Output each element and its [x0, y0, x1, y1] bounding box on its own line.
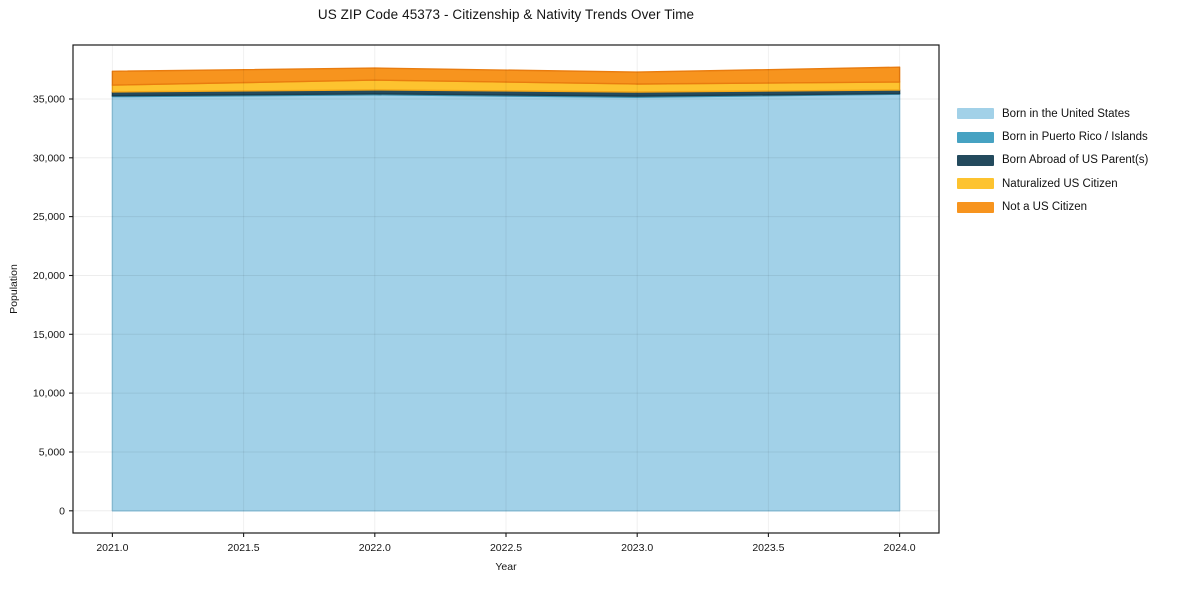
y-tick-label: 5,000	[39, 447, 65, 459]
x-tick-label: 2021.5	[228, 542, 260, 554]
legend-item: Naturalized US Citizen	[957, 172, 1148, 195]
x-tick-label: 2022.0	[359, 542, 391, 554]
x-tick-label: 2024.0	[884, 542, 916, 554]
legend-item: Born Abroad of US Parent(s)	[957, 149, 1148, 172]
x-tick-label: 2023.0	[621, 542, 653, 554]
legend: Born in the United States Born in Puerto …	[957, 102, 1148, 219]
y-tick-label: 0	[59, 505, 65, 517]
x-tick-label: 2023.5	[752, 542, 784, 554]
y-tick-label: 20,000	[33, 270, 65, 282]
legend-label: Not a US Citizen	[1002, 201, 1088, 214]
legend-label: Naturalized US Citizen	[1002, 177, 1118, 190]
y-tick-label: 10,000	[33, 388, 65, 400]
area-series-4	[111, 66, 901, 86]
chart-title: US ZIP Code 45373 - Citizenship & Nativi…	[317, 7, 695, 22]
x-axis-label: Year	[495, 561, 517, 573]
x-tick-label: 2022.5	[490, 542, 522, 554]
y-tick-label: 15,000	[33, 329, 65, 341]
axes: 2021.0 2021.5 2022.0 2022.5 2023.0 2023.5 2024…	[33, 44, 940, 554]
stacked-areas	[111, 66, 901, 512]
legend-item: Born in Puerto Rico / Islands	[957, 125, 1148, 148]
gridlines	[73, 45, 939, 533]
legend-label: Born in the United States	[1002, 107, 1130, 120]
y-tick-label: 35,000	[33, 94, 65, 106]
legend-swatch	[957, 154, 994, 166]
legend-item: Not a US Citizen	[957, 196, 1148, 219]
legend-item: Born in the United States	[957, 102, 1148, 125]
legend-swatch	[957, 108, 994, 120]
legend-swatch	[957, 201, 994, 213]
y-tick-label: 30,000	[33, 152, 65, 164]
x-tick-label: 2021.0	[96, 542, 128, 554]
legend-label: Born in Puerto Rico / Islands	[1002, 131, 1148, 144]
legend-label: Born Abroad of US Parent(s)	[1002, 154, 1149, 167]
legend-swatch	[957, 178, 994, 190]
y-tick-label: 25,000	[33, 211, 65, 223]
y-axis-label: Population	[8, 264, 20, 314]
legend-swatch	[957, 131, 994, 143]
